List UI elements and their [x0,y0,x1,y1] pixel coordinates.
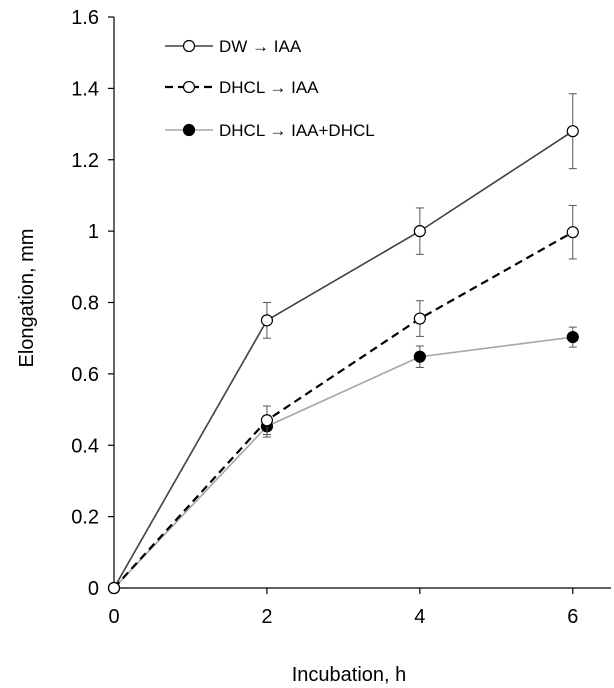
x-tick-label: 4 [414,606,425,628]
y-tick-label: 0 [88,578,99,600]
data-point-series-1 [413,312,426,325]
y-axis-title: Elongation, mm [16,229,38,368]
data-point-series-2 [566,331,579,344]
y-tick-label: 1.2 [71,150,99,172]
y-tick-label: 1.6 [71,7,99,29]
x-axis-title: Incubation, h [292,664,407,686]
legend-marker-2 [182,123,196,137]
ticks: 0 0.2 0.4 0.6 0.8 1 1.2 1.4 1.6 0 2 4 6 [71,7,578,628]
y-tick-label: 1.4 [71,78,99,100]
axes [113,17,611,589]
data-point-series-1 [260,414,274,427]
legend-marker-1 [182,80,196,94]
x-tick-label: 0 [108,606,119,628]
data-point-series-0 [107,581,121,595]
series-line-2 [113,336,573,589]
legend-label-0: DW → IAA [219,37,302,56]
series-layer [107,93,579,595]
data-point-series-1 [566,226,579,239]
legend-label-2: DHCL → IAA+DHCL [219,121,375,140]
legend: DW → IAA DHCL → IAA DHCL → IAA+DHCL [165,37,375,140]
y-tick-label: 0.2 [71,507,99,529]
y-tick-label: 0.6 [71,364,99,386]
series-line-0 [113,130,574,589]
y-tick-label: 1 [88,221,99,243]
legend-marker-0 [182,39,196,53]
x-tick-label: 6 [567,606,578,628]
y-tick-label: 0.4 [71,435,99,457]
legend-label-1: DHCL → IAA [219,78,319,97]
data-point-series-0 [566,125,579,138]
data-point-series-0 [413,225,426,238]
y-tick-label: 0.8 [71,293,99,315]
data-point-series-2 [413,350,426,363]
x-tick-label: 2 [261,606,272,628]
data-point-series-0 [260,314,274,327]
series-line-1 [113,231,574,589]
